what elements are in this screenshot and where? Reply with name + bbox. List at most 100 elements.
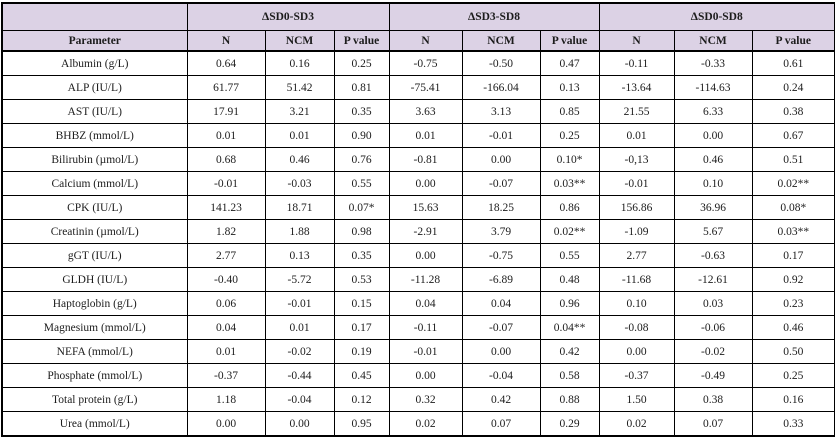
value-cell: -0.75 bbox=[388, 50, 463, 76]
value-cell: 141.23 bbox=[186, 195, 266, 220]
value-cell: -0.01 bbox=[461, 123, 541, 148]
value-cell: -12.61 bbox=[673, 267, 753, 292]
value-cell: 0.00 bbox=[461, 147, 541, 172]
value-cell: 0.00 bbox=[598, 339, 675, 364]
value-cell: 0.01 bbox=[186, 123, 266, 148]
value-cell: 0.16 bbox=[264, 50, 335, 76]
value-cell: 3.21 bbox=[264, 99, 335, 124]
value-cell: 0.15 bbox=[333, 291, 390, 316]
value-cell: 21.55 bbox=[598, 99, 675, 124]
value-cell: 0.67 bbox=[751, 123, 835, 148]
value-cell: 6.33 bbox=[673, 99, 753, 124]
value-cell: -6.89 bbox=[461, 267, 541, 292]
value-cell: 0.07* bbox=[333, 195, 390, 220]
value-cell: 0.88 bbox=[539, 387, 600, 412]
value-cell: -11.28 bbox=[388, 267, 463, 292]
value-cell: 0.50 bbox=[751, 339, 835, 364]
value-cell: 0.64 bbox=[186, 50, 266, 76]
value-cell: 36.96 bbox=[673, 195, 753, 220]
value-cell: 0.03** bbox=[751, 219, 835, 244]
value-cell: -0.49 bbox=[673, 363, 753, 388]
value-cell: 0.47 bbox=[539, 50, 600, 76]
parameter-column-header: Parameter bbox=[1, 30, 188, 52]
table-row: Magnesium (mmol/L) 0.04 0.01 0.17 -0.11 -0.07… bbox=[1, 315, 835, 340]
table-row: BHBZ (mmol/L) 0.01 0.01 0.90 0.01 -0.01 0.25 0.… bbox=[1, 123, 835, 148]
value-cell: -13.64 bbox=[598, 75, 675, 100]
value-cell: 2.77 bbox=[598, 243, 675, 268]
value-cell: 0.29 bbox=[539, 411, 600, 437]
value-cell: 0.00 bbox=[388, 363, 463, 388]
value-cell: -5.72 bbox=[264, 267, 335, 292]
value-cell: 0.33 bbox=[751, 411, 835, 437]
parameter-cell: Haptoglobin (g/L) bbox=[1, 291, 188, 316]
value-cell: 0.04 bbox=[461, 291, 541, 316]
parameter-cell: Magnesium (mmol/L) bbox=[1, 315, 188, 340]
value-cell: -0.08 bbox=[598, 315, 675, 340]
group-header-sd0-sd3: ΔSD0-SD3 bbox=[186, 2, 390, 31]
value-cell: 0.04** bbox=[539, 315, 600, 340]
value-cell: 3.13 bbox=[461, 99, 541, 124]
table-row: ALP (IU/L) 61.77 51.42 0.81 -75.41 -166.04 0.1… bbox=[1, 75, 835, 100]
col-header-ncm-3: NCM bbox=[673, 30, 753, 52]
value-cell: -0.04 bbox=[461, 363, 541, 388]
value-cell: 0.51 bbox=[751, 147, 835, 172]
value-cell: -0.33 bbox=[673, 50, 753, 76]
value-cell: 0.00 bbox=[186, 411, 266, 437]
value-cell: -75.41 bbox=[388, 75, 463, 100]
value-cell: 18.71 bbox=[264, 195, 335, 220]
table-row: AST (IU/L) 17.91 3.21 0.35 3.63 3.13 0.85 21.55… bbox=[1, 99, 835, 124]
col-header-n-3: N bbox=[598, 30, 675, 52]
value-cell: 0.58 bbox=[539, 363, 600, 388]
value-cell: 3.79 bbox=[461, 219, 541, 244]
value-cell: 2.77 bbox=[186, 243, 266, 268]
table-body: Albumin (g/L) 0.64 0.16 0.25 -0.75 -0.50 0.47-… bbox=[1, 50, 835, 437]
value-cell: 0.10* bbox=[539, 147, 600, 172]
value-cell: 0.25 bbox=[333, 50, 390, 76]
table-row: Calcium (mmol/L) -0.01 -0.03 0.55 0.00 -0.07 0… bbox=[1, 171, 835, 196]
value-cell: 0.46 bbox=[264, 147, 335, 172]
value-cell: 0.45 bbox=[333, 363, 390, 388]
value-cell: 0.19 bbox=[333, 339, 390, 364]
value-cell: 0.42 bbox=[539, 339, 600, 364]
value-cell: 0.06 bbox=[186, 291, 266, 316]
parameter-cell: NEFA (mmol/L) bbox=[1, 339, 188, 364]
value-cell: -0.06 bbox=[673, 315, 753, 340]
value-cell: 0.76 bbox=[333, 147, 390, 172]
value-cell: 0.13 bbox=[539, 75, 600, 100]
value-cell: 0.02 bbox=[598, 411, 675, 437]
value-cell: 0.07 bbox=[461, 411, 541, 437]
table-row: Bilirubin (µmol/L) 0.68 0.46 0.76 -0.81 0.00 0… bbox=[1, 147, 835, 172]
col-header-n-1: N bbox=[186, 30, 266, 52]
parameter-cell: CPK (IU/L) bbox=[1, 195, 188, 220]
parameter-cell: Bilirubin (µmol/L) bbox=[1, 147, 188, 172]
value-cell: 0.01 bbox=[598, 123, 675, 148]
value-cell: -0.02 bbox=[264, 339, 335, 364]
value-cell: -2.91 bbox=[388, 219, 463, 244]
parameter-cell: Albumin (g/L) bbox=[1, 50, 188, 76]
value-cell: -0.81 bbox=[388, 147, 463, 172]
value-cell: 0.46 bbox=[751, 315, 835, 340]
value-cell: 0.86 bbox=[539, 195, 600, 220]
value-cell: 0.23 bbox=[751, 291, 835, 316]
value-cell: 0.98 bbox=[333, 219, 390, 244]
value-cell: 0.68 bbox=[186, 147, 266, 172]
value-cell: 0.01 bbox=[186, 339, 266, 364]
value-cell: 0.04 bbox=[388, 291, 463, 316]
value-cell: 1.88 bbox=[264, 219, 335, 244]
value-cell: 0.38 bbox=[673, 387, 753, 412]
value-cell: 0.35 bbox=[333, 243, 390, 268]
value-cell: -0.50 bbox=[461, 50, 541, 76]
value-cell: 0.85 bbox=[539, 99, 600, 124]
table-row: Urea (mmol/L) 0.00 0.00 0.95 0.02 0.07 0.29 0.0… bbox=[1, 411, 835, 437]
value-cell: 0.01 bbox=[388, 123, 463, 148]
value-cell: 0.16 bbox=[751, 387, 835, 412]
value-cell: 0.03 bbox=[673, 291, 753, 316]
table-row: Phosphate (mmol/L) -0.37 -0.44 0.45 0.00 -0.0… bbox=[1, 363, 835, 388]
value-cell: 61.77 bbox=[186, 75, 266, 100]
value-cell: -0.04 bbox=[264, 387, 335, 412]
group-header-sd0-sd8: ΔSD0-SD8 bbox=[598, 2, 835, 31]
value-cell: 1.50 bbox=[598, 387, 675, 412]
table-row: gGT (IU/L) 2.77 0.13 0.35 0.00 -0.75 0.55 2.77-… bbox=[1, 243, 835, 268]
